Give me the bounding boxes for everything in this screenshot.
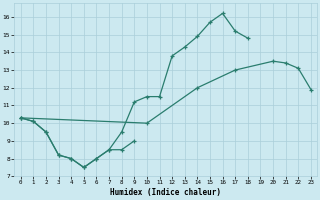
X-axis label: Humidex (Indice chaleur): Humidex (Indice chaleur): [110, 188, 221, 197]
